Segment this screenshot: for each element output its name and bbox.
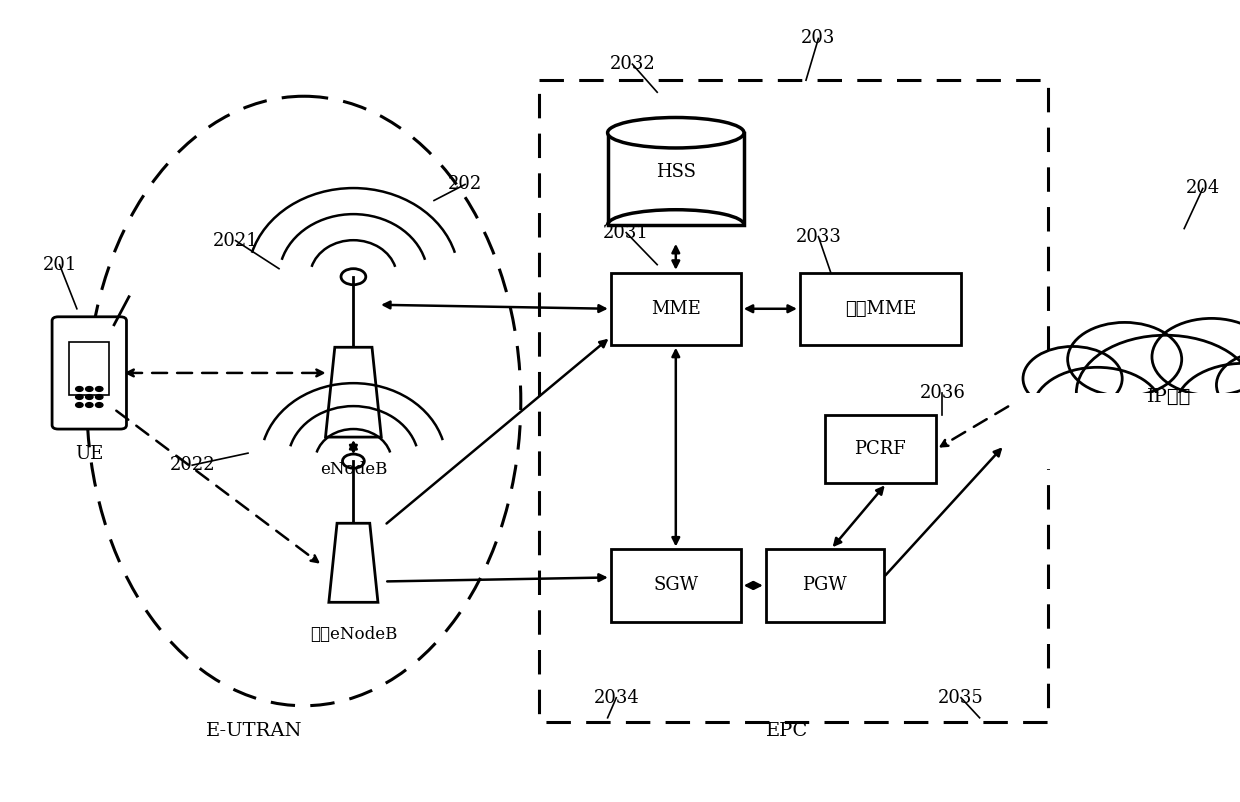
Text: 2035: 2035	[939, 689, 983, 707]
Circle shape	[1076, 335, 1240, 451]
Circle shape	[86, 395, 93, 399]
Circle shape	[76, 403, 83, 407]
Text: MME: MME	[651, 300, 701, 318]
Circle shape	[1216, 351, 1240, 419]
Circle shape	[1023, 346, 1122, 411]
Text: 201: 201	[42, 256, 77, 273]
Text: 204: 204	[1185, 180, 1220, 197]
Circle shape	[76, 395, 83, 399]
Circle shape	[95, 387, 103, 391]
FancyBboxPatch shape	[608, 132, 744, 225]
FancyBboxPatch shape	[1011, 393, 1240, 469]
Polygon shape	[329, 523, 378, 602]
Text: UE: UE	[76, 445, 103, 463]
Text: 2022: 2022	[170, 456, 215, 474]
Text: eNodeB: eNodeB	[320, 461, 387, 478]
FancyBboxPatch shape	[52, 317, 126, 429]
Circle shape	[1176, 363, 1240, 452]
Circle shape	[1152, 318, 1240, 395]
FancyBboxPatch shape	[766, 549, 883, 622]
Text: 其它MME: 其它MME	[844, 300, 916, 318]
Circle shape	[95, 403, 103, 407]
Text: SGW: SGW	[653, 577, 698, 594]
Circle shape	[95, 395, 103, 399]
Text: IP业务: IP业务	[1147, 388, 1192, 406]
Text: PCRF: PCRF	[854, 440, 906, 458]
Text: 其它eNodeB: 其它eNodeB	[310, 626, 397, 642]
Text: EPC: EPC	[766, 723, 808, 740]
Circle shape	[1033, 367, 1162, 451]
Text: 203: 203	[801, 30, 836, 47]
Text: 202: 202	[448, 176, 482, 193]
Text: 2031: 2031	[604, 224, 649, 241]
FancyBboxPatch shape	[825, 415, 936, 483]
Text: PGW: PGW	[802, 577, 847, 594]
Text: 2034: 2034	[594, 689, 639, 707]
Text: 2036: 2036	[920, 384, 965, 402]
Text: 2032: 2032	[610, 55, 655, 73]
Circle shape	[86, 403, 93, 407]
FancyBboxPatch shape	[611, 549, 742, 622]
Circle shape	[76, 387, 83, 391]
Text: 2021: 2021	[213, 232, 258, 249]
FancyBboxPatch shape	[69, 342, 109, 395]
Circle shape	[86, 387, 93, 391]
FancyBboxPatch shape	[800, 273, 961, 345]
Ellipse shape	[608, 117, 744, 148]
Text: HSS: HSS	[656, 164, 696, 181]
Circle shape	[1068, 322, 1182, 396]
Text: E-UTRAN: E-UTRAN	[206, 723, 303, 740]
Polygon shape	[325, 347, 382, 437]
Text: 2033: 2033	[796, 228, 841, 245]
FancyBboxPatch shape	[611, 273, 742, 345]
